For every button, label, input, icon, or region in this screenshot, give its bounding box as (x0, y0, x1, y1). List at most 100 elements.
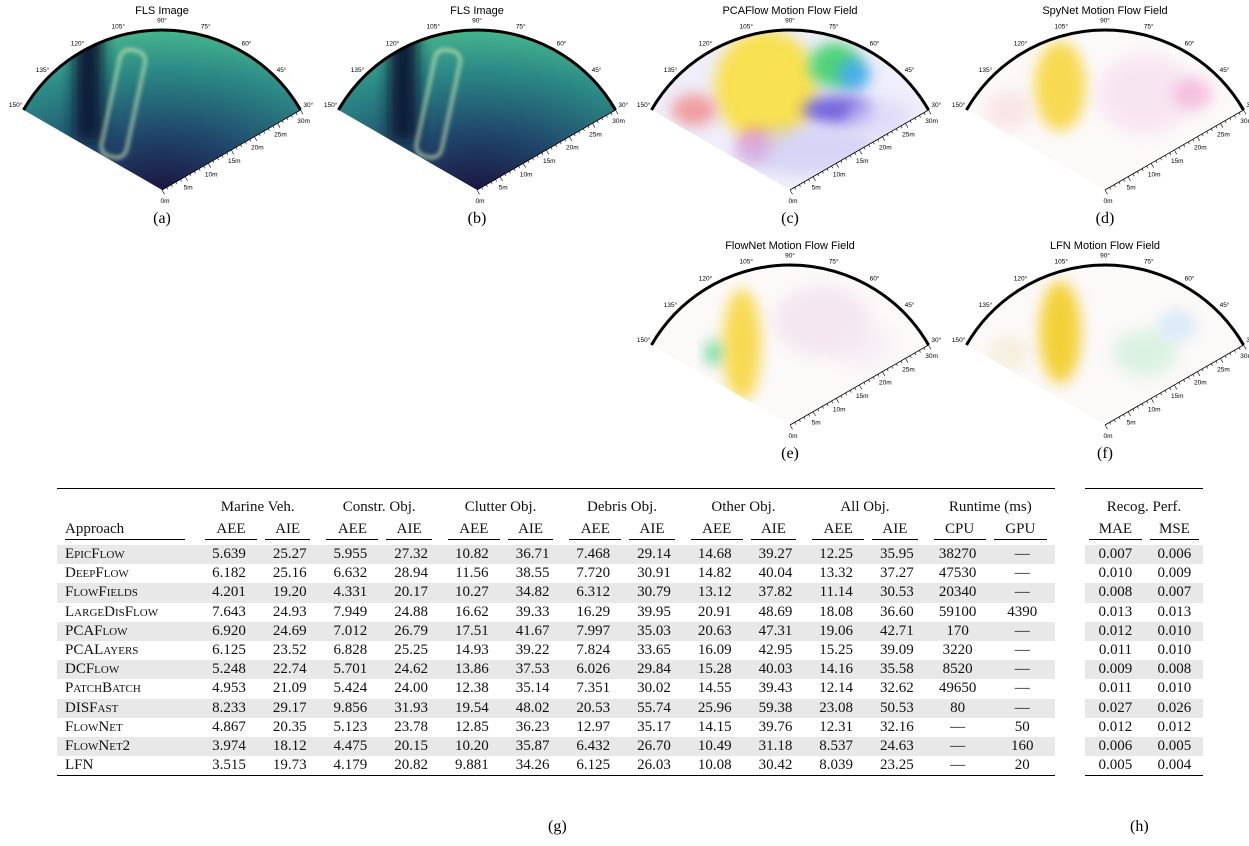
panel-caption: (c) (781, 210, 799, 227)
range-tick (882, 136, 886, 142)
table-row: 0.009 0.008 (1085, 660, 1203, 680)
cell: 39.27 (746, 545, 805, 565)
cell: 39.22 (515, 642, 550, 659)
range-tick (891, 131, 894, 134)
cell: 42.71 (868, 621, 926, 642)
cell: 20 (989, 756, 1055, 777)
range-tick (794, 422, 797, 425)
table-row: 0.007 0.006 (1085, 545, 1203, 565)
angle-label: 75° (1144, 22, 1154, 30)
cell: 25.27 (260, 545, 319, 565)
subheader-label: AIE (507, 520, 554, 541)
sonar-background (338, 30, 616, 190)
cell: 4.331 (318, 583, 383, 603)
angle-label: 45° (905, 66, 915, 74)
cell: 29.84 (625, 660, 683, 680)
cell: — (925, 737, 990, 757)
angle-label: 135° (979, 66, 993, 74)
flow-blob (838, 58, 870, 91)
panel-title: FlowNet Motion Flow Field (725, 240, 855, 252)
range-tick (1141, 168, 1144, 171)
range-label: 20m (1194, 380, 1207, 387)
cell: 6.125 (561, 756, 626, 777)
cell: — (950, 718, 966, 735)
range-label: 10m (833, 406, 846, 413)
angle-label: 60° (557, 39, 567, 47)
range-tick (1132, 408, 1135, 412)
table-row: LFN 3.515 19.73 4.179 20.82 9.881 34.26 6.125 26… (57, 756, 1055, 777)
range-tick (161, 189, 165, 195)
cell: 14.82 (697, 565, 732, 582)
range-tick (272, 125, 275, 129)
cell: 23.25 (868, 756, 926, 777)
angle-label: 60° (1185, 274, 1195, 282)
cell: 4390 (1007, 603, 1038, 620)
angle-label: 135° (979, 301, 993, 309)
angle-label: 150° (952, 101, 966, 109)
flow-blob (986, 90, 1032, 130)
cell: 24.00 (394, 680, 428, 697)
cell: 39.76 (758, 718, 793, 735)
angle-label: 150° (637, 336, 651, 344)
cell: 12.97 (576, 718, 611, 735)
cell: 10.08 (682, 756, 747, 777)
cell: 0.011 (1098, 680, 1133, 697)
cell: 35.17 (637, 718, 671, 735)
group-header: Other Obj. (682, 488, 805, 519)
cell: 23.08 (804, 698, 869, 718)
angle-label: 90° (472, 17, 482, 25)
range-label: 5m (184, 185, 193, 192)
cell: 14.55 (697, 680, 732, 697)
cell: 6.312 (561, 583, 626, 603)
approach-name: DISFast (57, 698, 197, 718)
range-label: 25m (274, 131, 287, 138)
cell: 26.03 (625, 756, 683, 777)
cell: 23.52 (272, 642, 307, 659)
cell: 0.013 (1157, 603, 1192, 620)
cell: 8.039 (804, 756, 869, 777)
angle-label: 105° (427, 22, 441, 30)
table-row: FlowNet2 3.974 18.12 4.475 20.15 10.20 35.87 6.… (57, 737, 1055, 757)
range-label: 15m (228, 158, 241, 165)
range-tick (509, 171, 511, 174)
panel-image (966, 265, 1244, 425)
range-tick (1164, 155, 1167, 158)
angle-label: 120° (386, 39, 400, 47)
range-tick (835, 398, 839, 403)
table-row: PCAFlow 6.920 24.69 7.012 26.79 17.51 41.67 7.9… (57, 621, 1055, 642)
range-tick (1220, 358, 1224, 363)
range-tick (1146, 165, 1149, 169)
range-tick (277, 123, 281, 128)
cell: 20.82 (382, 756, 440, 777)
panel-title: FLS Image (450, 5, 504, 17)
cell: 37.27 (880, 565, 914, 582)
panel-caption: (e) (781, 445, 799, 462)
range-tick (291, 115, 293, 118)
subheader-label: AIE (750, 520, 797, 541)
subheader-label: MAE (1089, 520, 1142, 541)
angle-label: 75° (829, 257, 839, 265)
panel-caption: (b) (468, 210, 487, 227)
angle-label: 105° (1055, 257, 1069, 265)
panel-title: SpyNet Motion Flow Field (1042, 5, 1167, 17)
cell: 12.14 (819, 680, 854, 697)
table-row: 0.010 0.009 (1085, 564, 1203, 583)
range-tick (826, 403, 829, 406)
cell: 5.248 (197, 660, 261, 680)
range-tick (789, 424, 793, 430)
range-tick (1224, 355, 1227, 358)
range-tick (1220, 123, 1224, 128)
range-tick (817, 173, 820, 177)
angle-label: 60° (870, 39, 880, 47)
angle-label: 135° (351, 66, 365, 74)
table-caption: (g) (548, 818, 567, 835)
range-tick (592, 123, 596, 128)
range-tick (1141, 403, 1144, 406)
cell: 11.56 (455, 565, 489, 582)
cell: 0.007 (1145, 583, 1203, 603)
range-tick (587, 125, 590, 129)
range-tick (835, 163, 839, 168)
range-tick (541, 152, 544, 155)
cell: 25.25 (394, 642, 428, 659)
range-label: 30m (1240, 353, 1249, 360)
